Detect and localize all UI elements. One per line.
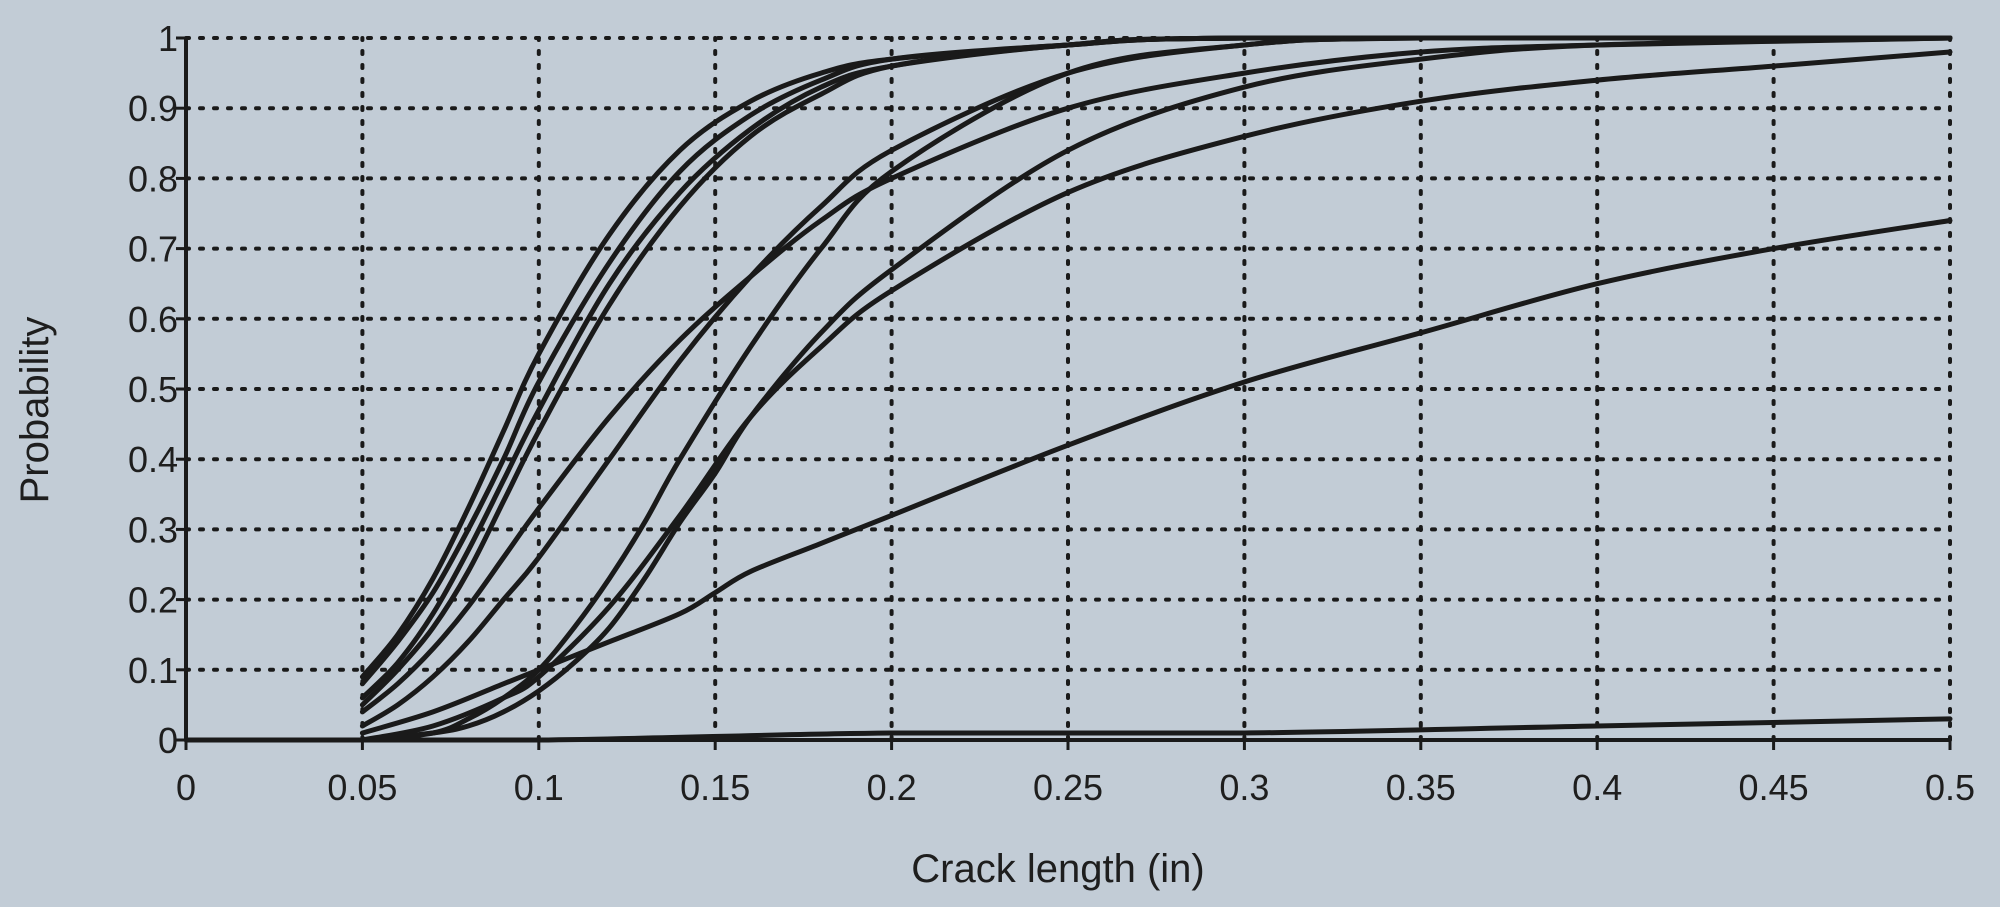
series-line-10	[359, 49, 1953, 743]
y-axis-title: Probability	[13, 317, 57, 504]
y-tick-label: 0.1	[128, 650, 178, 691]
x-tick-label: 0.4	[1572, 767, 1622, 808]
series-line-1	[359, 35, 1953, 680]
y-tick-label: 0	[158, 720, 178, 761]
x-axis-title: Crack length (in)	[911, 847, 1204, 891]
x-tick-label: 0.25	[1033, 767, 1103, 808]
x-tick-label: 0.05	[327, 767, 397, 808]
y-tick-label: 0.3	[128, 509, 178, 550]
series-line-6	[359, 35, 1953, 715]
x-tick-label: 0.2	[867, 767, 917, 808]
x-tick-label: 0.1	[514, 767, 564, 808]
series-line-11	[183, 716, 1953, 743]
series-line-5	[359, 35, 1953, 729]
x-tick-label: 0.3	[1219, 767, 1269, 808]
x-tick-label: 0.15	[680, 767, 750, 808]
x-tick-label: 0.45	[1739, 767, 1809, 808]
tick-labels: 0 0.05 0.1 0.15 0.2 0.25 0.3 0.35 0.4 0.45 0.5 0 0.1…	[128, 18, 1975, 808]
grid-lines	[184, 36, 1952, 742]
series-line-2	[359, 35, 1953, 687]
series-line-9	[359, 218, 1953, 736]
y-tick-label: 0.9	[128, 88, 178, 129]
y-tick-label: 0.5	[128, 369, 178, 410]
y-tick-label: 1	[158, 18, 178, 59]
y-tick-label: 0.8	[128, 158, 178, 199]
x-tick-label: 0.5	[1925, 767, 1975, 808]
y-tick-label: 0.7	[128, 229, 178, 270]
y-tick-label: 0.4	[128, 439, 178, 480]
axes	[176, 36, 1952, 750]
y-tick-label: 0.2	[128, 580, 178, 621]
series-lines	[183, 35, 1953, 743]
y-tick-label: 0.6	[128, 299, 178, 340]
x-tick-label: 0	[176, 767, 196, 808]
x-tick-label: 0.35	[1386, 767, 1456, 808]
series-line-4	[359, 35, 1953, 708]
